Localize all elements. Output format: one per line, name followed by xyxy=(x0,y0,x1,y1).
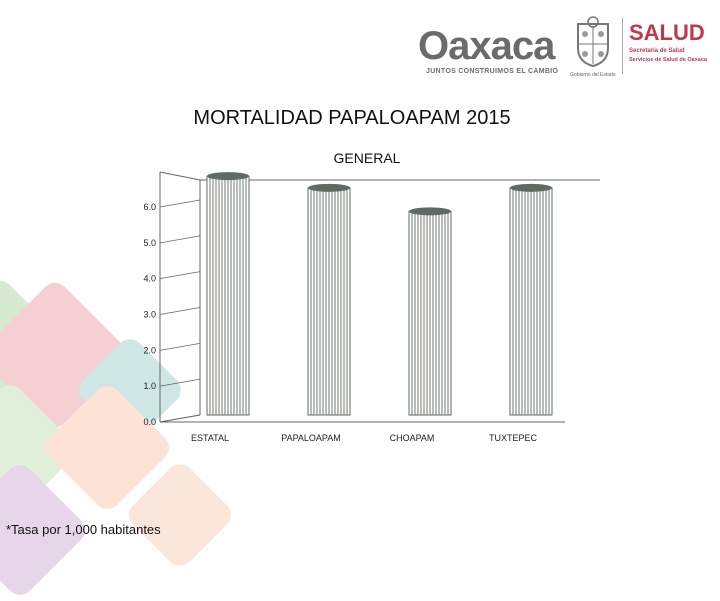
bar-top xyxy=(510,183,552,192)
chart-title: GENERAL xyxy=(334,150,401,166)
oaxaca-logo: Oaxaca xyxy=(418,24,555,68)
frame-top-depth xyxy=(159,171,201,181)
y-gridline-depth xyxy=(159,235,201,244)
salud-subtitle-1: Secretaría de Salud xyxy=(629,48,685,54)
y-tick-label: 2.0 xyxy=(143,345,156,355)
y-tick-label: 4.0 xyxy=(143,274,156,284)
y-gridline-depth xyxy=(159,271,201,280)
gobierno-label: Gobierno del Estado xyxy=(570,72,616,78)
y-gridline-depth xyxy=(159,342,201,351)
y-tick-label: 0.0 xyxy=(143,417,156,427)
bar-top xyxy=(308,183,350,192)
bar-chart: 0.0 1.0 2.0 3.0 4.0 5.0 6.0 GENERAL ESTATAL PAPAL… xyxy=(143,150,600,443)
x-tick-label: CHOAPAM xyxy=(390,433,435,443)
bar-top xyxy=(409,207,451,216)
footnote: *Tasa por 1,000 habitantes xyxy=(6,522,161,537)
x-tick-label: PAPALOAPAM xyxy=(281,433,341,443)
header-divider xyxy=(622,18,623,74)
y-gridline-depth xyxy=(159,199,201,208)
y-tick-label: 6.0 xyxy=(143,202,156,212)
x-tick-label: TUXTEPEC xyxy=(489,433,538,443)
bar xyxy=(408,207,452,416)
salud-subtitle-2: Servicios de Salud de Oaxaca xyxy=(629,57,707,63)
bar xyxy=(307,183,351,416)
bar xyxy=(509,183,553,416)
x-tick-label: ESTATAL xyxy=(191,433,229,443)
y-tick-label: 3.0 xyxy=(143,310,156,320)
y-tick-label: 5.0 xyxy=(143,238,156,248)
y-gridline-depth xyxy=(159,307,201,315)
bar-top xyxy=(207,172,249,181)
header-logos: Oaxaca JUNTOS CONSTRUIMOS EL CAMBIO Gobi… xyxy=(410,8,710,83)
state-seal-icon xyxy=(577,16,609,68)
y-gridline-depth xyxy=(159,414,201,423)
y-tick-label: 1.0 xyxy=(143,381,156,391)
bar xyxy=(206,172,250,416)
y-gridline-depth xyxy=(159,378,201,387)
salud-logo: SALUD xyxy=(629,20,705,45)
slide-title: MORTALIDAD PAPALOAPAM 2015 xyxy=(193,107,511,129)
oaxaca-tagline: JUNTOS CONSTRUIMOS EL CAMBIO xyxy=(426,68,559,75)
